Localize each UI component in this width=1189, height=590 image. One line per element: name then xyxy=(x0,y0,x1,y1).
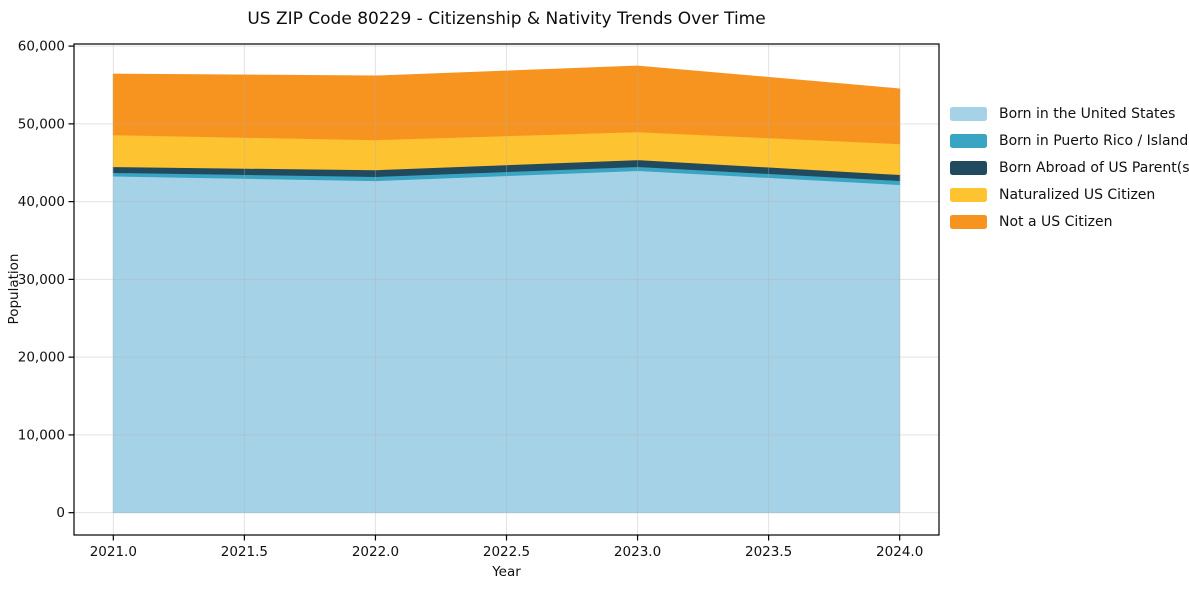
legend-item-born-in-puerto-rico-islands: Born in Puerto Rico / Islands xyxy=(950,127,1189,154)
legend-item-naturalized-us-citizen: Naturalized US Citizen xyxy=(950,181,1189,208)
legend-swatch-icon xyxy=(950,160,987,175)
x-tick-label: 2021.0 xyxy=(90,544,137,560)
x-tick-label: 2022.5 xyxy=(483,544,530,560)
legend-label: Naturalized US Citizen xyxy=(999,186,1156,203)
chart-title: US ZIP Code 80229 - Citizenship & Nativi… xyxy=(247,9,766,29)
y-tick-label: 40,000 xyxy=(18,194,65,210)
legend-item-born-in-the-united-states: Born in the United States xyxy=(950,100,1189,127)
legend-label: Born in Puerto Rico / Islands xyxy=(999,132,1189,149)
x-tick-label: 2022.0 xyxy=(352,544,399,560)
y-tick-label: 30,000 xyxy=(18,272,65,288)
y-tick-label: 60,000 xyxy=(18,39,65,55)
legend-swatch-icon xyxy=(950,214,987,229)
legend: Born in the United States Born in Puerto … xyxy=(950,100,1189,235)
y-tick-label: 50,000 xyxy=(18,116,65,132)
x-tick-label: 2023.5 xyxy=(745,544,792,560)
y-tick-label: 0 xyxy=(56,505,65,521)
legend-item-born-abroad-of-us-parent-s: Born Abroad of US Parent(s) xyxy=(950,154,1189,181)
legend-swatch-icon xyxy=(950,106,987,121)
x-tick-label: 2021.5 xyxy=(221,544,268,560)
legend-swatch-icon xyxy=(950,133,987,148)
x-tick-label: 2024.0 xyxy=(876,544,923,560)
legend-label: Not a US Citizen xyxy=(999,213,1113,230)
legend-swatch-icon xyxy=(950,187,987,202)
y-axis-label: Population xyxy=(6,253,22,325)
y-tick-label: 20,000 xyxy=(18,350,65,366)
legend-item-not-a-us-citizen: Not a US Citizen xyxy=(950,208,1189,235)
x-axis-label: Year xyxy=(492,564,521,580)
legend-label: Born Abroad of US Parent(s) xyxy=(999,159,1189,176)
area-not-a-us-citizen xyxy=(112,65,901,145)
x-tick-label: 2023.0 xyxy=(614,544,661,560)
legend-label: Born in the United States xyxy=(999,105,1176,122)
y-tick-label: 10,000 xyxy=(18,427,65,443)
